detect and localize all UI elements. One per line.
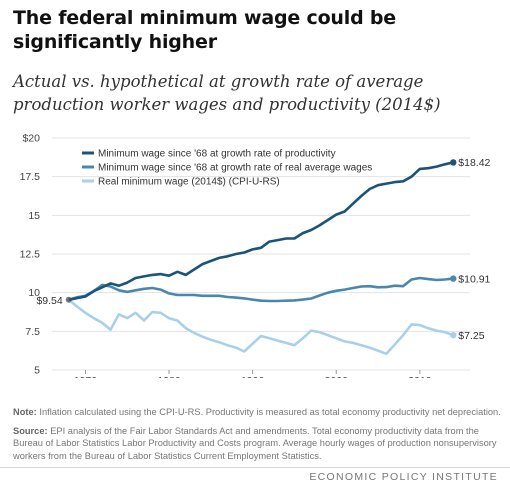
chart-title: The federal minimum wage could be signif… bbox=[13, 7, 396, 53]
x-tick-label: 1990 bbox=[241, 375, 265, 378]
note: Note: Inflation calculated using the CPI… bbox=[13, 406, 501, 419]
footer: ECONOMIC POLICY INSTITUTE bbox=[0, 467, 510, 489]
y-tick-label: 7.5 bbox=[25, 326, 40, 338]
series-end-point bbox=[450, 159, 457, 166]
y-tick-label: 15 bbox=[28, 210, 40, 222]
gridlines bbox=[52, 137, 470, 371]
series-end-point bbox=[450, 332, 457, 339]
series-line bbox=[68, 276, 454, 303]
y-tick-label: 10 bbox=[28, 287, 40, 299]
legend-entry: Minimum wage since '68 at growth rate of… bbox=[98, 163, 372, 174]
legend: Minimum wage since '68 at growth rate of… bbox=[82, 149, 372, 188]
source-label: Source: bbox=[13, 425, 48, 436]
source-text: EPI analysis of the Fair Labor Standards… bbox=[13, 425, 497, 461]
legend-entry: Real minimum wage (2014$) (CPI-U-RS) bbox=[98, 177, 280, 188]
x-tick-label: 1970 bbox=[74, 375, 98, 378]
data-labels: $7.25 $9.54 $10.91 $18.42 bbox=[36, 157, 490, 342]
publisher-name: ECONOMIC POLICY INSTITUTE bbox=[309, 471, 498, 483]
line-chart: 5 7.5 10 12.5 15 17.5 $20 1970 1980 1990 2000 2010… bbox=[20, 133, 491, 379]
note-label: Note: bbox=[13, 407, 37, 417]
source: Source: EPI analysis of the Fair Labor S… bbox=[13, 425, 501, 463]
y-tick-label: $20 bbox=[22, 133, 40, 145]
end-value-label: $7.25 bbox=[458, 330, 484, 342]
chart-notes: Note: Inflation calculated using the CPI… bbox=[13, 406, 501, 468]
start-value-label: $9.54 bbox=[36, 295, 62, 307]
chart-subtitle: Actual vs. hypothetical at growth rate o… bbox=[13, 72, 441, 114]
y-tick-label: 17.5 bbox=[20, 171, 41, 183]
series-line bbox=[67, 298, 454, 356]
series-lines bbox=[65, 159, 457, 356]
end-value-label: $10.91 bbox=[458, 273, 490, 285]
legend-entry: Minimum wage since '68 at growth rate of… bbox=[98, 149, 336, 160]
series-end-point bbox=[450, 275, 457, 282]
x-tick-label: 2000 bbox=[325, 375, 349, 378]
end-value-label: $18.42 bbox=[458, 157, 490, 169]
y-tick-label: 12.5 bbox=[20, 249, 41, 261]
x-tick-label: 2010 bbox=[408, 375, 432, 378]
x-tick-label: 1980 bbox=[157, 375, 181, 378]
note-text: Inflation calculated using the CPI-U-RS.… bbox=[39, 407, 501, 417]
y-tick-label: 5 bbox=[34, 365, 40, 377]
x-axis-tick-labels: 1970 1980 1990 2000 2010 bbox=[74, 370, 432, 378]
y-axis-tick-labels: 5 7.5 10 12.5 15 17.5 $20 bbox=[20, 133, 41, 377]
series-line bbox=[68, 161, 454, 302]
